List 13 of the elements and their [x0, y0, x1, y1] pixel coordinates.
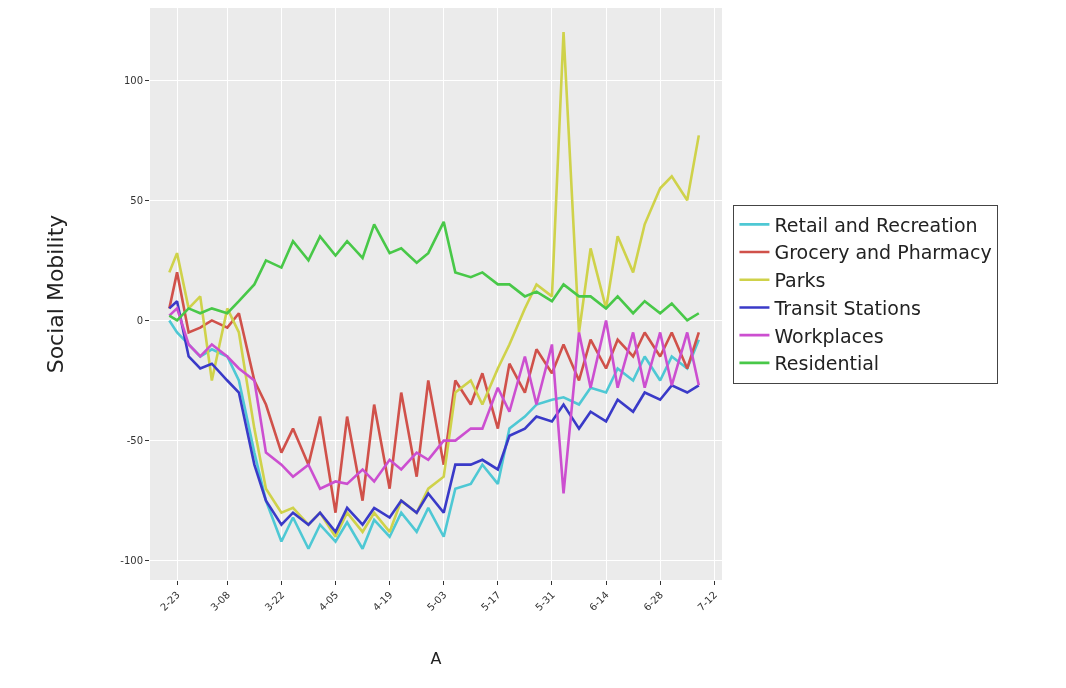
x-axis-title: A: [430, 648, 442, 668]
legend-label: Parks: [774, 269, 826, 292]
legend-label: Residential: [774, 352, 880, 375]
legend-label: Workplaces: [774, 324, 884, 347]
y-tick-label: -100: [120, 555, 143, 567]
legend-label: Grocery and Pharmacy: [774, 241, 992, 264]
legend-label: Transit Stations: [773, 296, 921, 319]
y-tick-label: 100: [123, 74, 143, 86]
y-tick-label: 0: [136, 314, 143, 326]
y-tick-label: 50: [130, 194, 143, 206]
legend-label: Retail and Recreation: [774, 213, 978, 236]
y-tick-label: -50: [126, 435, 143, 447]
y-axis-title: Social Mobility: [43, 214, 69, 374]
